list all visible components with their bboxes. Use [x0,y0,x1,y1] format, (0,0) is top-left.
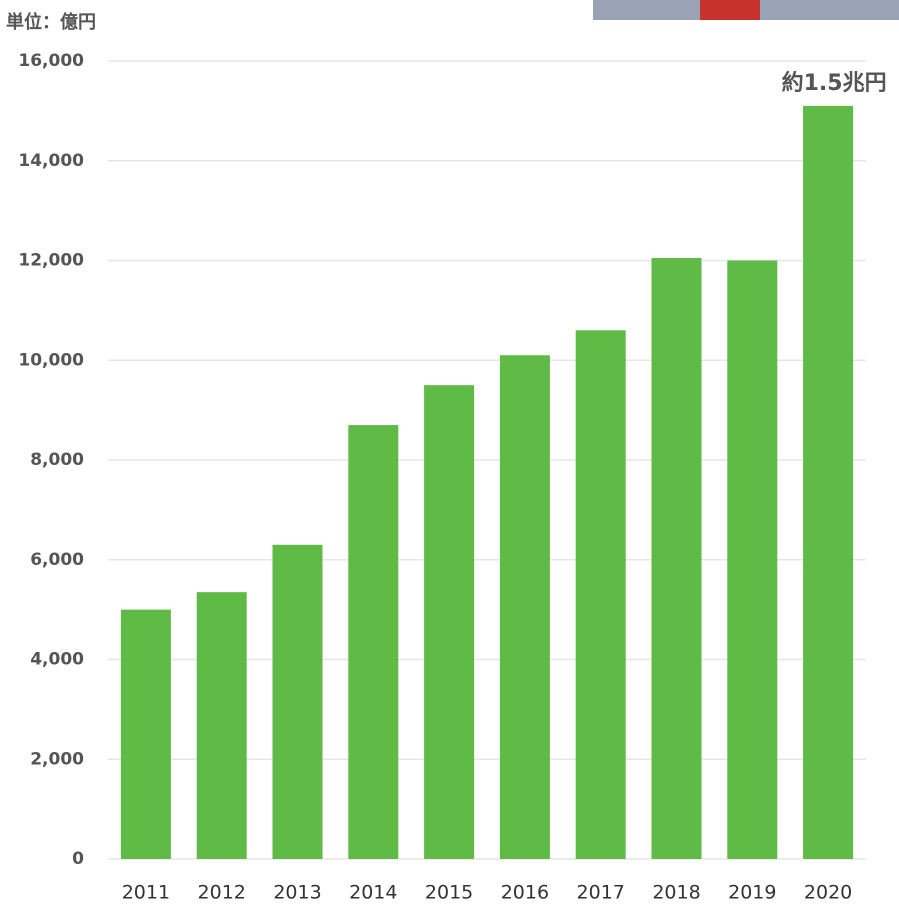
y-tick-label: 2,000 [30,749,84,769]
x-tick-label: 2011 [122,882,170,904]
y-tick-label: 0 [72,849,84,869]
y-tick-label: 4,000 [30,650,84,670]
unit-label: 単位：億円 [6,11,96,33]
x-tick-label: 2019 [728,882,776,904]
x-tick-label: 2020 [804,882,852,904]
y-tick-label: 10,000 [18,350,84,370]
bar [576,330,626,859]
cropped-photo-detail [700,0,760,20]
x-tick-label: 2017 [577,882,625,904]
y-tick-label: 12,000 [18,251,84,271]
bar [121,610,171,859]
bar [424,385,474,859]
bar [197,592,247,859]
bar [500,355,550,859]
y-tick-label: 14,000 [18,151,84,171]
bar [727,261,777,860]
bar [803,106,853,859]
x-tick-label: 2016 [501,882,549,904]
bar [348,425,398,859]
x-tick-label: 2013 [273,882,321,904]
y-tick-label: 6,000 [30,550,84,570]
y-tick-label: 8,000 [30,450,84,470]
x-tick-label: 2018 [652,882,700,904]
chart: 単位：億円 0 2,000 4,000 6,000 8,000 10,000 12,000 1… [0,0,899,904]
x-tick-label: 2015 [425,882,473,904]
bar [273,545,323,859]
x-tick-label: 2012 [198,882,246,904]
x-tick-label: 2014 [349,882,397,904]
annotation: 約1.5兆円 [782,70,887,96]
page: {"chart_data": {"type": "bar", "unit_lab… [0,0,899,904]
y-tick-label: 16,000 [18,51,84,71]
bar [652,258,702,859]
